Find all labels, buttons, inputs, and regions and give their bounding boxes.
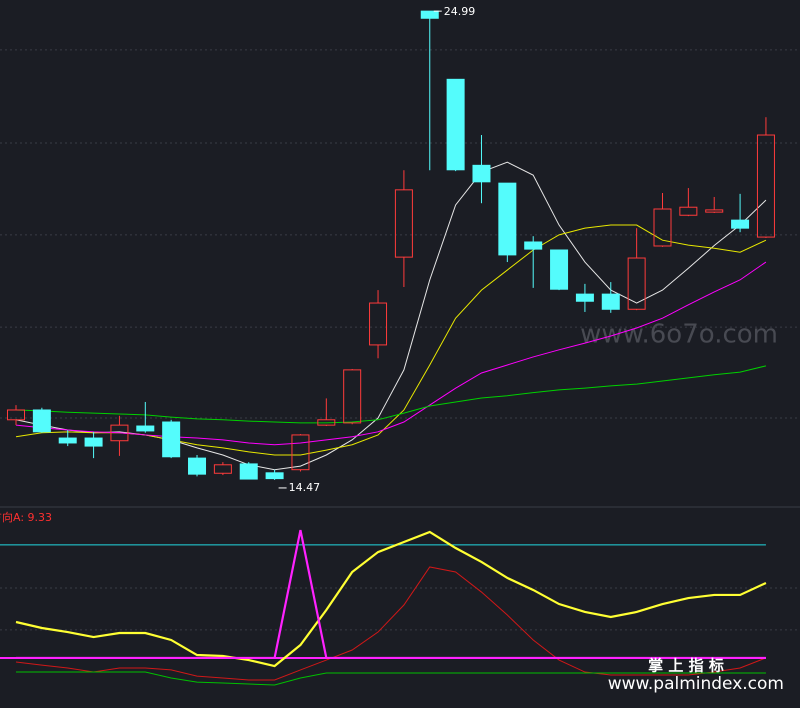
candle-body (601, 293, 620, 310)
indicator-title: 方向A: 9.33 (0, 510, 52, 524)
candle-body (756, 134, 775, 238)
candle-body (498, 182, 517, 256)
candle-body (58, 437, 77, 444)
candle-body (265, 472, 284, 480)
candle-body (162, 421, 181, 458)
candle-body (550, 249, 569, 290)
candle-body (705, 209, 724, 213)
candle-body (446, 78, 465, 171)
candle-body (731, 219, 750, 229)
candle-body (84, 437, 103, 447)
candle-body (188, 457, 207, 475)
candle-body (369, 302, 388, 346)
candle-body (575, 293, 594, 302)
ma-line (15, 161, 767, 471)
candle-body (317, 419, 336, 426)
candle-body (7, 409, 25, 421)
ma-line (15, 261, 767, 446)
max-label: 24.99 (444, 5, 476, 18)
candle-body (472, 164, 491, 183)
watermark-url: www.palmindex.com (608, 674, 784, 694)
candle-body (524, 241, 543, 250)
watermark: www.6o7o.com (580, 320, 778, 350)
indicator-line (15, 566, 767, 681)
watermark-brand: 掌 上 指 标 (648, 657, 724, 675)
candle-body (32, 409, 51, 433)
candle-body (291, 434, 310, 471)
min-label: 14.47 (289, 481, 321, 494)
candle-body (420, 10, 439, 19)
indicator-line (16, 529, 766, 660)
candle-body (136, 425, 155, 432)
candle-body (343, 369, 362, 424)
candle-body (110, 424, 129, 442)
candle-body (679, 206, 698, 216)
candle-body (213, 464, 232, 474)
indicator-line (16, 671, 766, 686)
candle-body (394, 189, 413, 258)
candle-body (627, 257, 646, 310)
indicator-line (15, 530, 767, 668)
ma-line (15, 365, 767, 424)
candle-body (653, 208, 672, 247)
candle-body (239, 463, 258, 480)
